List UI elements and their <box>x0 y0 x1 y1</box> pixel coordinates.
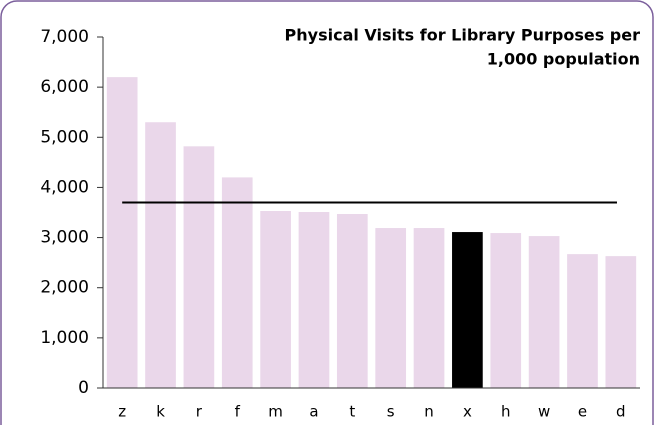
x-tick-label: m <box>268 403 283 421</box>
bar <box>413 228 445 388</box>
bar <box>452 232 483 388</box>
bar <box>221 177 253 388</box>
x-tick-label: a <box>309 403 318 421</box>
x-tick-label: e <box>578 403 587 421</box>
x-tick-label: n <box>424 403 434 421</box>
chart-title: 1,000 population <box>487 50 640 69</box>
x-tick-label: s <box>387 403 395 421</box>
y-tick-label: 6,000 <box>40 77 89 97</box>
bar <box>336 214 368 388</box>
bar <box>605 256 637 388</box>
bar <box>375 228 407 388</box>
y-tick-label: 3,000 <box>40 228 89 248</box>
bar <box>298 211 330 388</box>
y-tick-label: 1,000 <box>40 328 89 348</box>
x-tick-label: h <box>501 403 511 421</box>
y-tick-label: 0 <box>78 378 89 398</box>
bar <box>528 236 560 388</box>
x-tick-label: t <box>349 403 355 421</box>
y-tick-label: 2,000 <box>40 278 89 298</box>
x-tick-label: r <box>196 403 203 421</box>
bar <box>567 254 598 388</box>
x-tick-label: w <box>538 403 550 421</box>
bar <box>183 146 215 388</box>
x-tick-label: f <box>235 403 241 421</box>
x-tick-label: d <box>616 403 626 421</box>
x-tick-label: x <box>463 403 472 421</box>
chart-title: Physical Visits for Library Purposes per <box>285 26 641 45</box>
bar <box>145 122 176 388</box>
x-tick-label: k <box>156 403 165 421</box>
y-tick-label: 4,000 <box>40 177 89 197</box>
bar <box>260 210 291 388</box>
x-tick-label: z <box>118 403 126 421</box>
y-tick-label: 5,000 <box>40 127 89 147</box>
bar <box>106 77 138 388</box>
bar <box>490 233 522 388</box>
y-tick-label: 7,000 <box>40 27 89 47</box>
